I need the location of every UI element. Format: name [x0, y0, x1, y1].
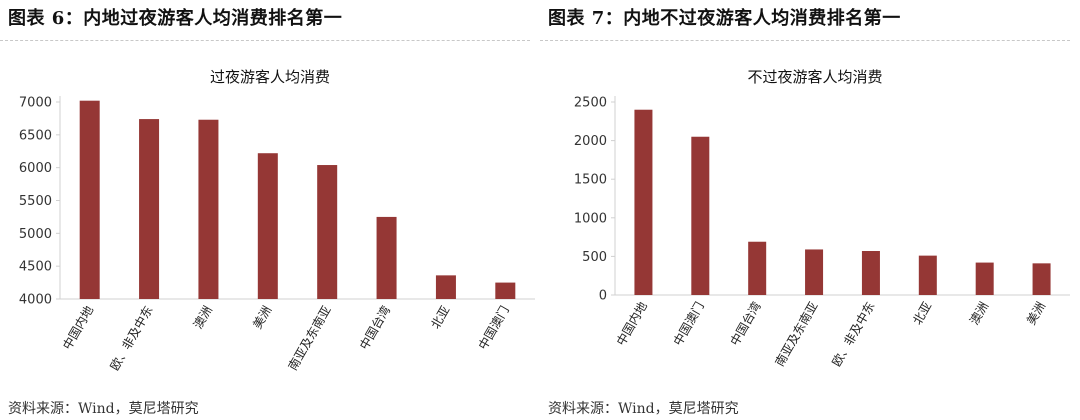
bar: [975, 262, 994, 295]
y-tick-label: 0: [599, 289, 607, 304]
y-tick-label: 4000: [19, 293, 52, 308]
category-label: 美洲: [1024, 300, 1048, 328]
bar: [376, 216, 397, 299]
figure-title: 图表 7：内地不过夜游客人均消费排名第一: [548, 8, 901, 29]
y-tick-label: 1500: [574, 173, 607, 188]
bar: [918, 255, 937, 295]
figure-panel-7: 图表 7：内地不过夜游客人均消费排名第一 不过夜游客人均消费 0 500 1000 15…: [540, 0, 1080, 420]
y-tick-label: 1000: [574, 211, 607, 226]
y-tick-label: 500: [582, 250, 607, 265]
y-tick-label: 6500: [19, 128, 52, 143]
title-divider: [0, 40, 530, 41]
source-note: 资料来源：Wind，莫尼塔研究: [8, 401, 199, 417]
y-tick-label: 7000: [19, 96, 52, 111]
y-tick-label: 6000: [19, 161, 52, 176]
bar: [748, 241, 767, 295]
category-label: 中国台湾: [727, 299, 764, 348]
bar: [198, 119, 219, 299]
bar: [79, 100, 100, 299]
figure-title: 图表 6：内地过夜游客人均消费排名第一: [8, 8, 343, 29]
y-tick-label: 5000: [19, 227, 52, 242]
y-tick-label: 2000: [574, 134, 607, 149]
bar: [495, 282, 516, 299]
category-label: 南亚及东南亚: [285, 303, 334, 373]
source-note: 资料来源：Wind，莫尼塔研究: [548, 401, 739, 417]
category-label: 澳洲: [967, 300, 991, 328]
category-label: 美洲: [250, 304, 274, 332]
figure-panel-6: 图表 6：内地过夜游客人均消费排名第一 过夜游客人均消费 4000 4500 5000…: [0, 8, 535, 417]
bar: [634, 109, 653, 295]
bar: [435, 275, 456, 299]
bar: [257, 153, 278, 299]
category-label: 欧、非及中东: [829, 299, 878, 369]
category-label: 澳洲: [191, 304, 215, 332]
category-label: 中国台湾: [356, 303, 393, 352]
category-label: 中国内地: [59, 303, 96, 352]
y-tick-label: 4500: [19, 260, 52, 275]
bar: [691, 136, 710, 295]
y-tick-label: 5500: [19, 194, 52, 209]
category-label: 中国内地: [613, 299, 650, 348]
bar: [861, 250, 880, 295]
chart-title: 过夜游客人均消费: [210, 68, 330, 86]
category-label: 北亚: [910, 300, 934, 328]
chart-title: 不过夜游客人均消费: [747, 68, 882, 86]
title-divider: [540, 40, 1070, 41]
category-label: 欧、非及中东: [107, 303, 156, 373]
bar: [139, 119, 160, 299]
bar: [317, 165, 338, 299]
y-tick-label: 2500: [574, 96, 607, 111]
category-label: 南亚及东南亚: [772, 299, 821, 369]
category-label: 北亚: [428, 304, 452, 332]
bar: [1032, 263, 1051, 295]
category-label: 中国澳门: [670, 299, 707, 348]
same-day-spending-bar-chart: 不过夜游客人均消费 0 500 1000 1500 2000 2500 中国内地 中国澳门 中国台…: [574, 68, 1070, 369]
category-label: 中国澳门: [475, 303, 512, 352]
overnight-spending-bar-chart: 过夜游客人均消费 4000 4500 5000 5500 6000 6500 7000 中国内地…: [19, 68, 535, 373]
bar: [805, 249, 824, 295]
